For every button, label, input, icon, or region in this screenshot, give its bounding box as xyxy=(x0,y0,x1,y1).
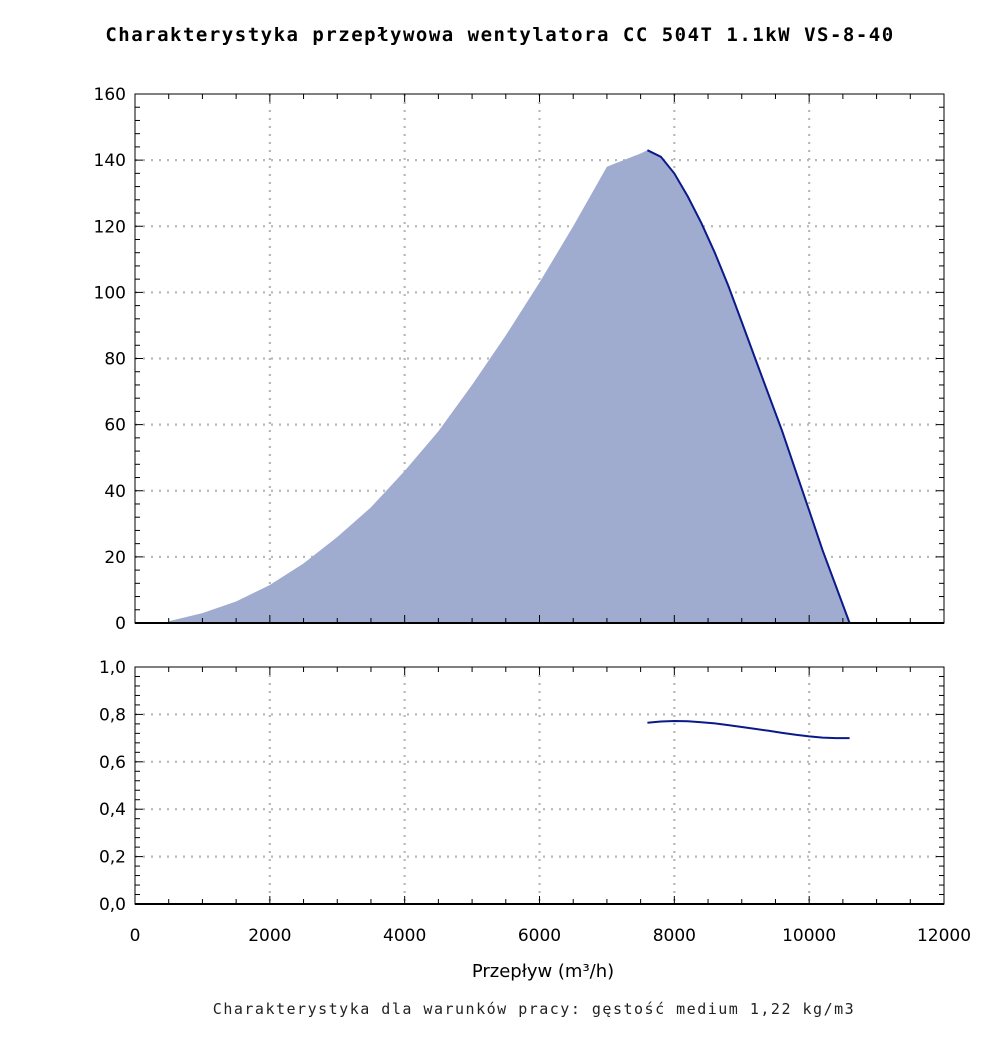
x-tick-label: 2000 xyxy=(248,926,291,946)
efficiency-panel: 0,0 0,2 0,4 0,6 0,8 1,0 xyxy=(99,658,945,915)
x-tick-label: 10000 xyxy=(782,926,836,946)
pressure-y-tick-label: 60 xyxy=(104,416,126,436)
pressure-y-tick-label: 20 xyxy=(104,548,126,568)
x-tick-label: 12000 xyxy=(917,926,971,946)
efficiency-y-tick-label: 0,8 xyxy=(99,705,126,725)
clipped-axis-label-fragment: ( xyxy=(0,1019,1,1025)
efficiency-y-tick-label: 0,4 xyxy=(99,800,126,820)
pressure-y-tick-label: 80 xyxy=(104,350,126,370)
clipped-axis-labels: ( ( ( xyxy=(0,324,1,1025)
x-axis-title: Przepływ (m³/h) xyxy=(472,961,614,982)
pressure-curve xyxy=(646,149,851,624)
pressure-y-tick-label: 40 xyxy=(104,482,126,502)
pressure-y-tick-label: 140 xyxy=(94,151,126,171)
chart-title: Charakterystyka przepływowa wentylatora … xyxy=(105,24,895,46)
x-axis: 0 2000 4000 6000 8000 10000 12000 Przepływ (m³/… xyxy=(130,926,971,982)
efficiency-y-tick-label: 1,0 xyxy=(99,658,126,678)
pressure-y-tick-label: 0 xyxy=(115,614,126,634)
efficiency-y-tick-label: 0,6 xyxy=(99,753,126,773)
pressure-y-tick-label: 120 xyxy=(94,217,126,237)
clipped-axis-label-fragment: ( xyxy=(0,324,1,330)
pressure-area xyxy=(168,150,850,623)
efficiency-y-tick-label: 0,2 xyxy=(99,848,126,868)
pressure-y-tick-label: 160 xyxy=(94,85,126,105)
operating-conditions-note: Charakterystyka dla warunków pracy: gęst… xyxy=(212,1000,856,1018)
clipped-axis-label-fragment: ( xyxy=(0,754,1,760)
efficiency-y-tick-label: 0,0 xyxy=(99,895,126,915)
x-tick-label: 8000 xyxy=(653,926,696,946)
x-tick-label: 6000 xyxy=(518,926,561,946)
x-tick-label: 0 xyxy=(130,926,141,946)
x-tick-label: 4000 xyxy=(383,926,426,946)
pressure-panel: 0 20 40 60 80 100 120 140 160 xyxy=(94,85,945,634)
efficiency-curve xyxy=(647,719,850,740)
pressure-y-tick-label: 100 xyxy=(94,283,126,303)
